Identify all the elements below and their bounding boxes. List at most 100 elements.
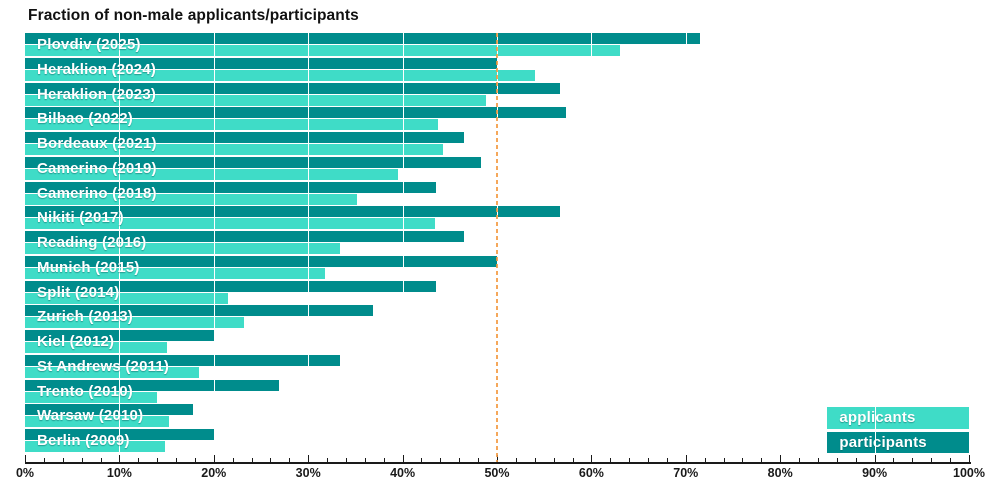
gridline-70 <box>685 33 687 454</box>
applicants-bar <box>25 416 170 428</box>
x-minor-tick <box>629 458 631 462</box>
bar-row: Camerino (2018) <box>25 181 969 205</box>
participants-bar <box>25 132 464 144</box>
bar-row: Bilbao (2022) <box>25 107 969 131</box>
category-label: Munich (2015) <box>37 258 140 276</box>
x-minor-tick <box>251 458 253 462</box>
applicants-bar <box>25 144 444 156</box>
x-axis: 0% 10% 20% 30% 40% 50% 60% 70% 80% 90% 100% <box>16 455 985 500</box>
bar-row: Bordeaux (2021) <box>25 132 969 156</box>
x-minor-tick <box>534 458 536 462</box>
applicants-bar <box>25 218 435 230</box>
x-major-tick <box>25 455 26 462</box>
category-label: Nikiti (2017) <box>37 209 124 227</box>
participants-bar <box>25 280 436 292</box>
x-minor-tick <box>761 458 763 462</box>
x-major-tick <box>685 455 687 462</box>
bar-row: Camerino (2019) <box>25 156 969 180</box>
bar-row: Trento (2010) <box>25 379 969 403</box>
x-tick-label-20: 20% <box>201 466 227 480</box>
applicants-bar <box>25 69 535 81</box>
x-minor-tick <box>327 458 329 462</box>
applicants-bar <box>25 292 228 304</box>
x-minor-tick <box>515 458 517 462</box>
applicants-bar <box>25 94 486 106</box>
x-tick-label-60: 60% <box>578 466 604 480</box>
participants-bar <box>25 181 436 193</box>
participants-bar <box>25 404 194 416</box>
category-label: Heraklion (2023) <box>37 85 157 103</box>
bar-row: Warsaw (2010) <box>25 404 969 428</box>
x-minor-tick <box>610 458 612 462</box>
x-minor-tick <box>704 458 706 462</box>
gridline-80 <box>780 33 782 454</box>
category-label: Bordeaux (2021) <box>37 135 157 153</box>
bar-row: Heraklion (2023) <box>25 82 969 106</box>
category-label: Split (2014) <box>37 283 120 301</box>
x-minor-tick <box>723 458 725 462</box>
x-major-tick <box>119 455 121 462</box>
applicants-bar <box>25 391 158 403</box>
x-major-tick <box>874 455 876 462</box>
participants-bar <box>25 255 497 267</box>
x-major-tick <box>591 455 593 462</box>
bar-row: Berlin (2009) <box>25 429 969 453</box>
category-label: Kiel (2012) <box>37 333 115 351</box>
x-minor-tick <box>194 458 196 462</box>
x-minor-tick <box>648 458 650 462</box>
reference-line-50pct <box>496 33 498 462</box>
x-minor-tick <box>345 458 347 462</box>
x-minor-tick <box>421 458 423 462</box>
gridline-30 <box>308 33 310 454</box>
category-label: Bilbao (2022) <box>37 110 133 128</box>
x-minor-tick <box>364 458 366 462</box>
applicants-bar <box>25 317 244 329</box>
category-label: St Andrews (2011) <box>37 357 170 375</box>
participants-bar <box>25 379 279 391</box>
x-tick-label-80: 80% <box>767 466 793 480</box>
category-label: Heraklion (2024) <box>37 60 157 78</box>
category-label: Camerino (2018) <box>37 184 157 202</box>
legend-item-applicants: applicants <box>827 407 969 429</box>
x-minor-tick <box>100 458 102 462</box>
x-minor-tick <box>176 458 178 462</box>
participants-bar <box>25 107 566 119</box>
applicants-bar <box>25 45 620 56</box>
legend-label: applicants <box>839 409 916 426</box>
x-tick-label-50: 50% <box>484 466 510 480</box>
participants-bar <box>25 156 481 168</box>
x-minor-tick <box>478 458 480 462</box>
participants-bar <box>25 33 700 44</box>
x-minor-tick <box>666 458 668 462</box>
x-major-tick <box>213 455 215 462</box>
x-minor-tick <box>817 458 819 462</box>
category-label: Warsaw (2010) <box>37 407 144 425</box>
x-tick-label-90: 90% <box>862 466 888 480</box>
x-minor-tick <box>138 458 140 462</box>
x-minor-tick <box>931 458 933 462</box>
category-label: Zurich (2013) <box>37 308 133 326</box>
bar-row: Zurich (2013) <box>25 305 969 329</box>
applicants-bar <box>25 168 398 180</box>
x-minor-tick <box>799 458 801 462</box>
x-minor-tick <box>459 458 461 462</box>
applicants-bar <box>25 342 167 354</box>
participants-bar <box>25 206 561 218</box>
legend-item-participants: participants <box>827 431 969 453</box>
applicants-bar <box>25 193 358 205</box>
x-minor-tick <box>43 458 45 462</box>
legend-label: participants <box>839 433 927 451</box>
plot-area: Plovdiv (2025) Heraklion (2024) Heraklion … <box>25 33 969 462</box>
gridline-20 <box>213 33 215 454</box>
participants-bar <box>25 354 341 366</box>
applicants-bar <box>25 366 199 378</box>
bar-row: Plovdiv (2025) <box>25 33 969 56</box>
chart-title: Fraction of non-male applicants/particip… <box>28 7 359 24</box>
x-minor-tick <box>270 458 272 462</box>
x-axis-line <box>25 462 971 464</box>
x-minor-tick <box>553 458 555 462</box>
gridline-90 <box>874 33 876 454</box>
bar-row: Reading (2016) <box>25 231 969 255</box>
x-minor-tick <box>440 458 442 462</box>
category-label: Trento (2010) <box>37 382 133 400</box>
